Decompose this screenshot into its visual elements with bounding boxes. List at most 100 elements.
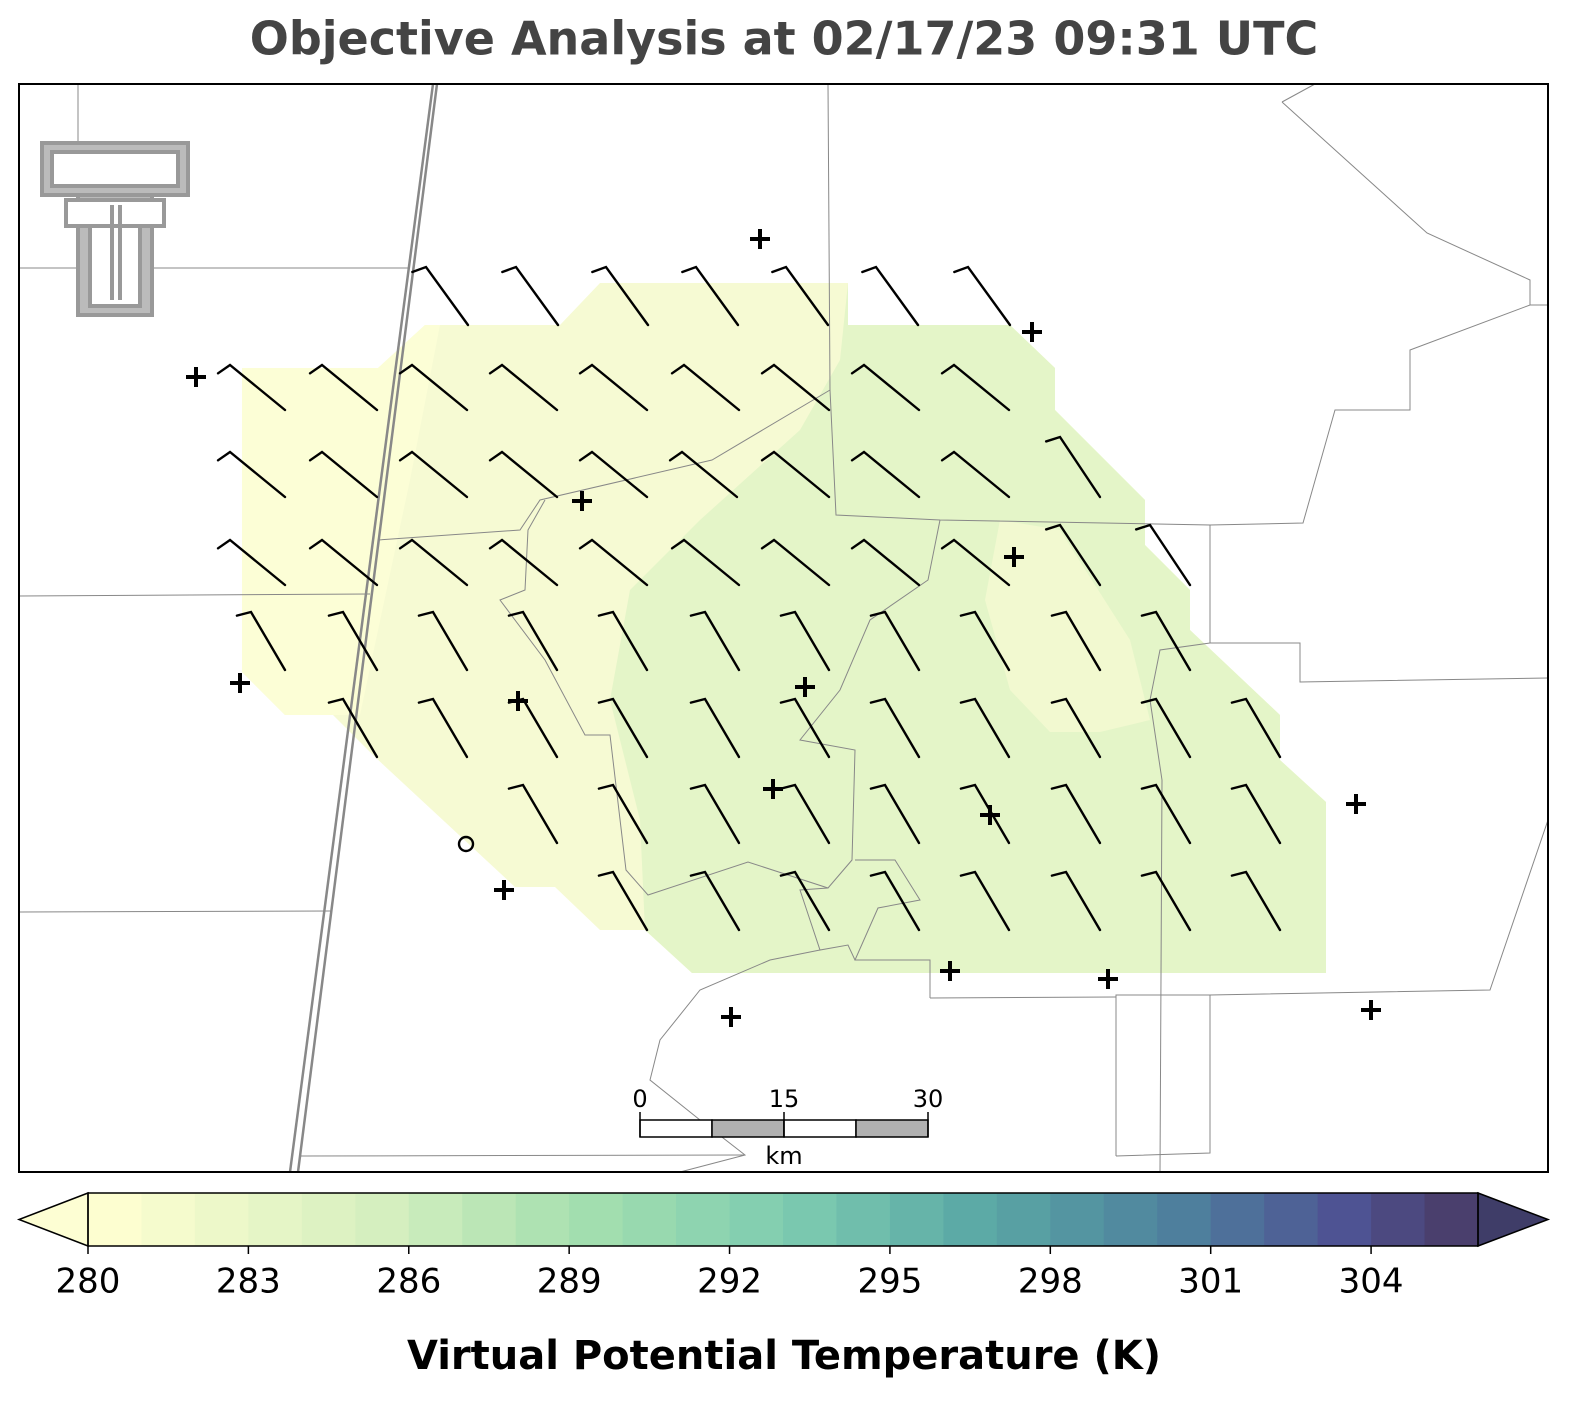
station-marker — [494, 880, 514, 900]
colorbar-segment — [1157, 1193, 1212, 1246]
wind-barb — [597, 610, 649, 672]
wind-barb — [779, 610, 831, 672]
wind-barb — [959, 783, 1011, 845]
colorbar-tick-label: 292 — [697, 1262, 762, 1302]
wind-barb — [869, 697, 921, 759]
colorbar-segment — [355, 1193, 410, 1246]
wind-barb — [507, 610, 559, 672]
scale-tick-label: 0 — [632, 1085, 647, 1113]
wind-barb — [689, 697, 741, 759]
wind-barb — [779, 783, 831, 845]
scale-tick-label: 15 — [769, 1085, 800, 1113]
station-marker — [186, 367, 206, 387]
colorbar-segment — [943, 1193, 998, 1246]
station-marker — [763, 779, 783, 799]
wind-barb — [771, 265, 830, 327]
highway — [288, 83, 439, 1173]
station-marker — [1022, 322, 1042, 342]
wind-barb — [1050, 870, 1102, 932]
wind-barb — [216, 363, 287, 412]
map-frame — [18, 83, 1549, 1173]
wind-barb — [850, 363, 921, 412]
wind-barb — [597, 783, 649, 845]
colorbar-segment — [1371, 1193, 1426, 1246]
wind-barb — [216, 538, 287, 587]
station-marker — [940, 961, 960, 981]
wind-barb — [850, 538, 921, 587]
colorbar-segment — [1103, 1193, 1158, 1246]
wind-barb — [1230, 697, 1282, 759]
wind-barb — [850, 450, 921, 499]
analysis-area-cool — [242, 325, 440, 715]
wind-barb — [578, 450, 649, 499]
wind-barb — [411, 265, 470, 327]
wind-barb — [1140, 783, 1192, 845]
colorbar-tick-label: 289 — [537, 1262, 602, 1302]
analysis-area-warm — [610, 283, 1326, 973]
colorbar-segment — [1264, 1193, 1319, 1246]
colorbar-segment — [1050, 1193, 1105, 1246]
colorbar-segment — [1317, 1193, 1372, 1246]
wind-barb — [417, 610, 469, 672]
scale-bar: 0 15 30 km — [632, 1085, 943, 1170]
wind-barb — [760, 538, 831, 587]
colorbar-tick-label: 283 — [216, 1262, 281, 1302]
colorbar-segment — [515, 1193, 570, 1246]
wind-barb — [1230, 870, 1282, 932]
colorbar: 280 283 286 289 292 295 298 301 304 — [16, 1191, 1551, 1302]
colorbar-segment — [836, 1193, 891, 1246]
scale-segment — [783, 1119, 857, 1138]
colorbar-tick-label: 295 — [857, 1262, 922, 1302]
colorbar-tick-label: 286 — [376, 1262, 441, 1302]
scale-unit: km — [765, 1142, 802, 1170]
wind-barb — [1134, 523, 1192, 587]
wind-barb — [959, 610, 1011, 672]
wind-barb — [1140, 697, 1192, 759]
colorbar-segment — [996, 1193, 1051, 1246]
wind-barb — [681, 265, 740, 327]
wind-barb — [779, 697, 831, 759]
colorbar-frame — [87, 1192, 1479, 1247]
logo — [40, 141, 190, 317]
colorbar-tick-label: 280 — [56, 1262, 121, 1302]
wind-barb — [760, 450, 831, 499]
wind-barb — [398, 538, 469, 587]
wind-barb — [670, 363, 741, 412]
wind-barb — [869, 783, 921, 845]
wind-barb — [1140, 870, 1192, 932]
wind-barb — [578, 538, 649, 587]
wind-barb — [235, 610, 287, 672]
wind-barb — [670, 538, 741, 587]
colorbar-segment — [141, 1193, 196, 1246]
station-marker — [1361, 1000, 1381, 1020]
wind-barb — [1050, 783, 1102, 845]
colorbar-segment — [783, 1193, 838, 1246]
wind-barb — [940, 538, 1011, 587]
wind-barb — [591, 265, 650, 327]
wind-barb — [578, 363, 649, 412]
calm-station — [457, 835, 475, 853]
scale-segment — [639, 1119, 713, 1138]
wind-barb — [959, 870, 1011, 932]
wind-barb — [940, 450, 1011, 499]
colorbar-segment — [889, 1193, 944, 1246]
wind-barb — [1050, 697, 1102, 759]
wind-barb — [1050, 610, 1102, 672]
colorbar-segment — [301, 1193, 356, 1246]
station-marker — [508, 691, 528, 711]
colorbar-segment — [676, 1193, 731, 1246]
colorbar-segment — [729, 1193, 784, 1246]
wind-barb — [869, 870, 921, 932]
station-marker — [980, 805, 1000, 825]
wind-barb — [308, 363, 379, 412]
colorbar-extend-low — [16, 1191, 89, 1248]
colorbar-segment — [88, 1193, 143, 1246]
wind-barb — [488, 450, 559, 499]
wind-barb — [953, 265, 1012, 327]
colorbar-segment — [248, 1193, 303, 1246]
colorbar-label: Virtual Potential Temperature (K) — [407, 1333, 1161, 1379]
wind-barb — [1230, 783, 1282, 845]
wind-barb — [308, 450, 379, 499]
wind-barb — [668, 450, 739, 499]
